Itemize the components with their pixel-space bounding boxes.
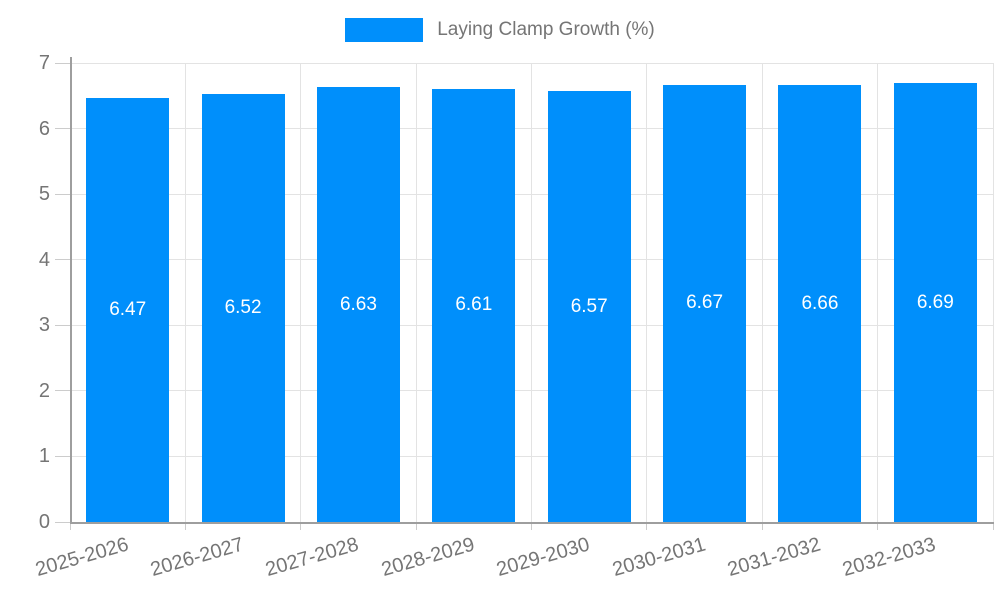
bar[interactable]: 6.61 <box>432 88 516 522</box>
bar-value-label: 6.63 <box>339 293 377 315</box>
x-axis-tick <box>646 523 648 530</box>
x-axis-tick <box>184 523 186 530</box>
bar[interactable]: 6.67 <box>663 84 747 522</box>
x-axis-tick <box>531 523 532 530</box>
bar[interactable]: 6.69 <box>893 83 977 522</box>
y-axis-label: 2 <box>38 379 50 402</box>
y-axis-tick <box>55 390 70 392</box>
y-axis-line <box>70 57 72 523</box>
gridline-vertical <box>531 63 532 522</box>
bar-value-label: 6.69 <box>916 291 954 313</box>
y-axis-tick <box>55 259 70 261</box>
y-axis-label: 4 <box>38 248 50 271</box>
x-axis-tick <box>992 523 994 530</box>
gridline-vertical <box>992 63 994 522</box>
y-axis-tick <box>55 193 70 195</box>
gridline-vertical <box>184 63 186 522</box>
y-axis-tick <box>55 128 70 130</box>
x-axis-tick <box>415 523 417 530</box>
x-axis-tick <box>69 523 71 530</box>
y-axis-label: 7 <box>38 52 50 74</box>
y-axis-label: 6 <box>38 117 50 140</box>
bar-value-label: 6.47 <box>109 298 147 320</box>
bar[interactable]: 6.63 <box>316 87 400 522</box>
y-axis-tick <box>55 324 70 326</box>
gridline-vertical <box>761 63 763 522</box>
legend-item[interactable]: Laying Clamp Growth (%) <box>345 18 655 42</box>
gridline-vertical <box>877 63 879 522</box>
bar-value-label: 6.61 <box>455 294 493 316</box>
gridline-vertical <box>646 63 648 522</box>
bar-value-label: 6.67 <box>686 292 724 314</box>
y-axis-label: 0 <box>38 511 50 533</box>
y-axis-label: 3 <box>38 314 50 337</box>
x-axis-tick <box>877 523 879 530</box>
x-axis-tick <box>300 523 302 530</box>
gridline-vertical <box>415 63 417 522</box>
y-axis-tick <box>55 521 70 523</box>
y-axis-tick <box>55 455 70 457</box>
bar[interactable]: 6.47 <box>86 97 170 522</box>
gridline-vertical <box>300 63 302 522</box>
x-axis-tick <box>761 523 763 530</box>
y-axis-tick <box>55 62 70 64</box>
bar[interactable]: 6.52 <box>201 94 285 522</box>
y-axis-label: 5 <box>38 183 50 206</box>
bar[interactable]: 6.66 <box>778 85 862 522</box>
chart-legend: Laying Clamp Growth (%) <box>0 18 1000 42</box>
bar-value-label: 6.57 <box>570 295 608 317</box>
x-axis-line <box>70 522 994 524</box>
legend-label: Laying Clamp Growth (%) <box>437 19 655 40</box>
bar[interactable]: 6.57 <box>547 91 631 522</box>
plot-area: 6.47 6.52 6.63 6.61 6.57 6.67 6.66 6.69 <box>70 62 994 522</box>
legend-swatch <box>345 18 424 42</box>
bar-value-label: 6.66 <box>801 292 839 314</box>
y-axis-label: 1 <box>38 445 50 468</box>
bar-value-label: 6.52 <box>224 297 262 319</box>
